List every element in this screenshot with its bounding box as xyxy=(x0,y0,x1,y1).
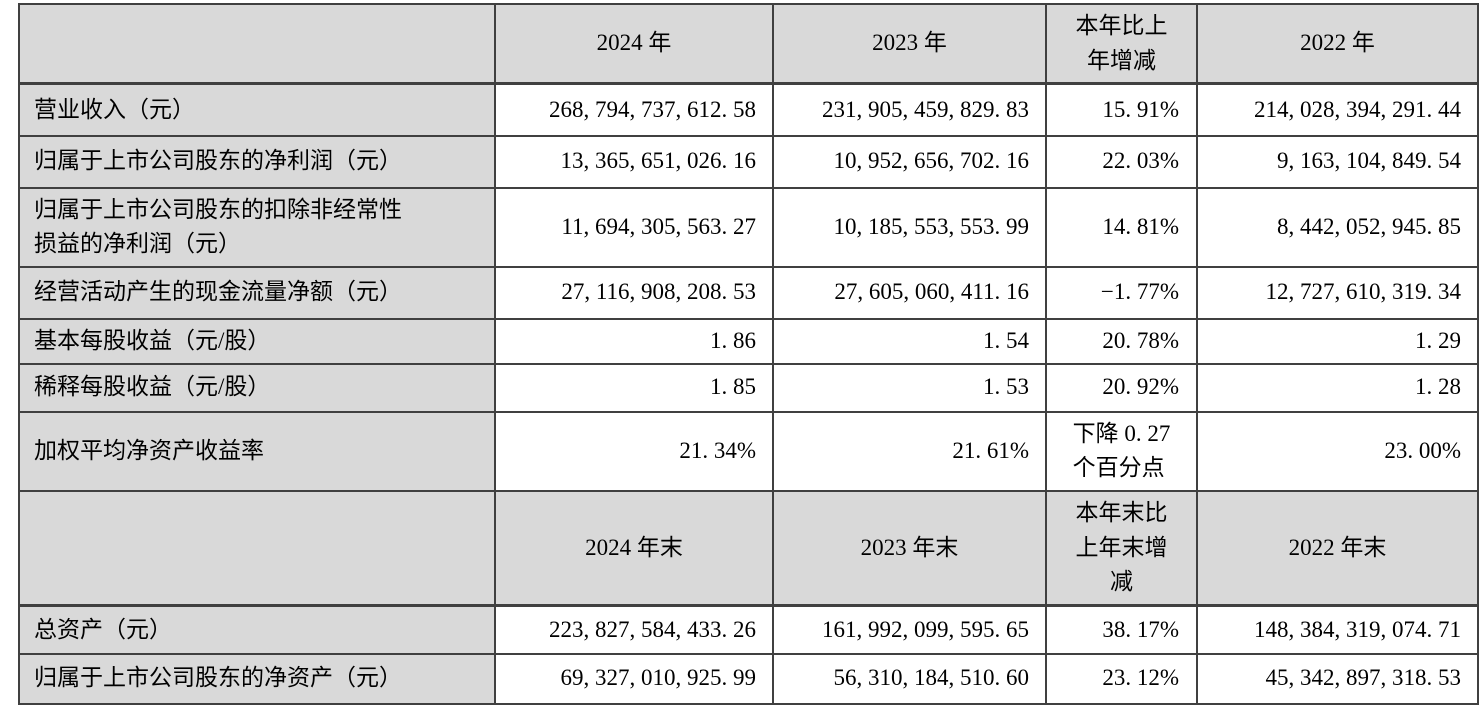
row-label-total-assets: 总资产（元） xyxy=(18,604,496,655)
total-assets-2022-value: 148, 384, 319, 074. 71 xyxy=(1196,604,1479,655)
net-assets-change-value: 23. 12% xyxy=(1045,652,1198,705)
net-profit-2022-value: 9, 163, 104, 849. 54 xyxy=(1196,134,1479,189)
total-assets-2023-value: 161, 992, 099, 595. 65 xyxy=(772,604,1047,655)
weighted-roe-change-text: 下降 0. 27 个百分点 xyxy=(1072,420,1171,481)
diluted-eps-2024-value: 1. 85 xyxy=(494,362,774,413)
row-label-operating-cash-flow: 经营活动产生的现金流量净额（元） xyxy=(18,265,496,320)
year-end-header-2023: 2023 年末 xyxy=(772,489,1047,607)
net-profit-2023-value: 10, 952, 656, 702. 16 xyxy=(772,134,1047,189)
operating-cash-flow-2022-value: 12, 727, 610, 319. 34 xyxy=(1196,265,1479,320)
row-label-deducted-net-profit: 归属于上市公司股东的扣除非经常性 损益的净利润（元） xyxy=(18,186,496,268)
table-row-revenue: 营业收入（元） 268, 794, 737, 612. 58 231, 905,… xyxy=(18,82,1479,137)
annual-header-2023: 2023 年 xyxy=(772,3,1047,85)
annual-header-empty-cell xyxy=(18,3,496,85)
deducted-net-profit-2022-value: 8, 442, 052, 945. 85 xyxy=(1196,186,1479,268)
operating-cash-flow-2024-value: 27, 116, 908, 208. 53 xyxy=(494,265,774,320)
operating-cash-flow-2023-value: 27, 605, 060, 411. 16 xyxy=(772,265,1047,320)
annual-header-row: 2024 年 2023 年 本年比上 年增减 2022 年 xyxy=(18,3,1479,85)
diluted-eps-2022-value: 1. 28 xyxy=(1196,362,1479,413)
year-end-header-2022: 2022 年末 xyxy=(1196,489,1479,607)
net-assets-2023-value: 56, 310, 184, 510. 60 xyxy=(772,652,1047,705)
row-label-revenue: 营业收入（元） xyxy=(18,82,496,137)
weighted-roe-2023-value: 21. 61% xyxy=(772,410,1047,492)
deducted-net-profit-2023-value: 10, 185, 553, 553. 99 xyxy=(772,186,1047,268)
row-label-basic-eps: 基本每股收益（元/股） xyxy=(18,317,496,365)
diluted-eps-change-value: 20. 92% xyxy=(1045,362,1198,413)
table-row-deducted-net-profit: 归属于上市公司股东的扣除非经常性 损益的净利润（元） 11, 694, 305,… xyxy=(18,186,1479,268)
total-assets-change-value: 38. 17% xyxy=(1045,604,1198,655)
key-accounting-data-table: 2024 年 2023 年 本年比上 年增减 2022 年 营业收入（元） 26… xyxy=(18,3,1479,705)
basic-eps-change-value: 20. 78% xyxy=(1045,317,1198,365)
deducted-net-profit-change-value: 14. 81% xyxy=(1045,186,1198,268)
total-assets-2024-value: 223, 827, 584, 433. 26 xyxy=(494,604,774,655)
net-profit-change-value: 22. 03% xyxy=(1045,134,1198,189)
table-row-weighted-roe: 加权平均净资产收益率 21. 34% 21. 61% 下降 0. 27 个百分点… xyxy=(18,410,1479,492)
row-label-net-assets: 归属于上市公司股东的净资产（元） xyxy=(18,652,496,705)
annual-header-yoy-change: 本年比上 年增减 xyxy=(1045,3,1198,85)
row-label-weighted-roe: 加权平均净资产收益率 xyxy=(18,410,496,492)
year-end-header-change: 本年末比 上年末增 减 xyxy=(1045,489,1198,607)
weighted-roe-2022-value: 23. 00% xyxy=(1196,410,1479,492)
basic-eps-2022-value: 1. 29 xyxy=(1196,317,1479,365)
table-row-net-assets: 归属于上市公司股东的净资产（元） 69, 327, 010, 925. 99 5… xyxy=(18,652,1479,705)
basic-eps-2023-value: 1. 54 xyxy=(772,317,1047,365)
net-assets-2024-value: 69, 327, 010, 925. 99 xyxy=(494,652,774,705)
net-profit-2024-value: 13, 365, 651, 026. 16 xyxy=(494,134,774,189)
row-label-net-profit: 归属于上市公司股东的净利润（元） xyxy=(18,134,496,189)
diluted-eps-2023-value: 1. 53 xyxy=(772,362,1047,413)
revenue-2024-value: 268, 794, 737, 612. 58 xyxy=(494,82,774,137)
weighted-roe-2024-value: 21. 34% xyxy=(494,410,774,492)
table-row-diluted-eps: 稀释每股收益（元/股） 1. 85 1. 53 20. 92% 1. 28 xyxy=(18,362,1479,413)
annual-header-2022: 2022 年 xyxy=(1196,3,1479,85)
revenue-2023-value: 231, 905, 459, 829. 83 xyxy=(772,82,1047,137)
year-end-header-row: 2024 年末 2023 年末 本年末比 上年末增 减 2022 年末 xyxy=(18,489,1479,607)
revenue-2022-value: 214, 028, 394, 291. 44 xyxy=(1196,82,1479,137)
year-end-header-2024: 2024 年末 xyxy=(494,489,774,607)
table-row-operating-cash-flow: 经营活动产生的现金流量净额（元） 27, 116, 908, 208. 53 2… xyxy=(18,265,1479,320)
weighted-roe-change-value: 下降 0. 27 个百分点 xyxy=(1045,410,1198,492)
revenue-change-value: 15. 91% xyxy=(1045,82,1198,137)
operating-cash-flow-change-value: −1. 77% xyxy=(1045,265,1198,320)
deducted-net-profit-2024-value: 11, 694, 305, 563. 27 xyxy=(494,186,774,268)
net-assets-2022-value: 45, 342, 897, 318. 53 xyxy=(1196,652,1479,705)
table-row-total-assets: 总资产（元） 223, 827, 584, 433. 26 161, 992, … xyxy=(18,604,1479,655)
year-end-header-empty-cell xyxy=(18,489,496,607)
row-label-diluted-eps: 稀释每股收益（元/股） xyxy=(18,362,496,413)
table-row-net-profit: 归属于上市公司股东的净利润（元） 13, 365, 651, 026. 16 1… xyxy=(18,134,1479,189)
annual-header-2024: 2024 年 xyxy=(494,3,774,85)
table-row-basic-eps: 基本每股收益（元/股） 1. 86 1. 54 20. 78% 1. 29 xyxy=(18,317,1479,365)
basic-eps-2024-value: 1. 86 xyxy=(494,317,774,365)
